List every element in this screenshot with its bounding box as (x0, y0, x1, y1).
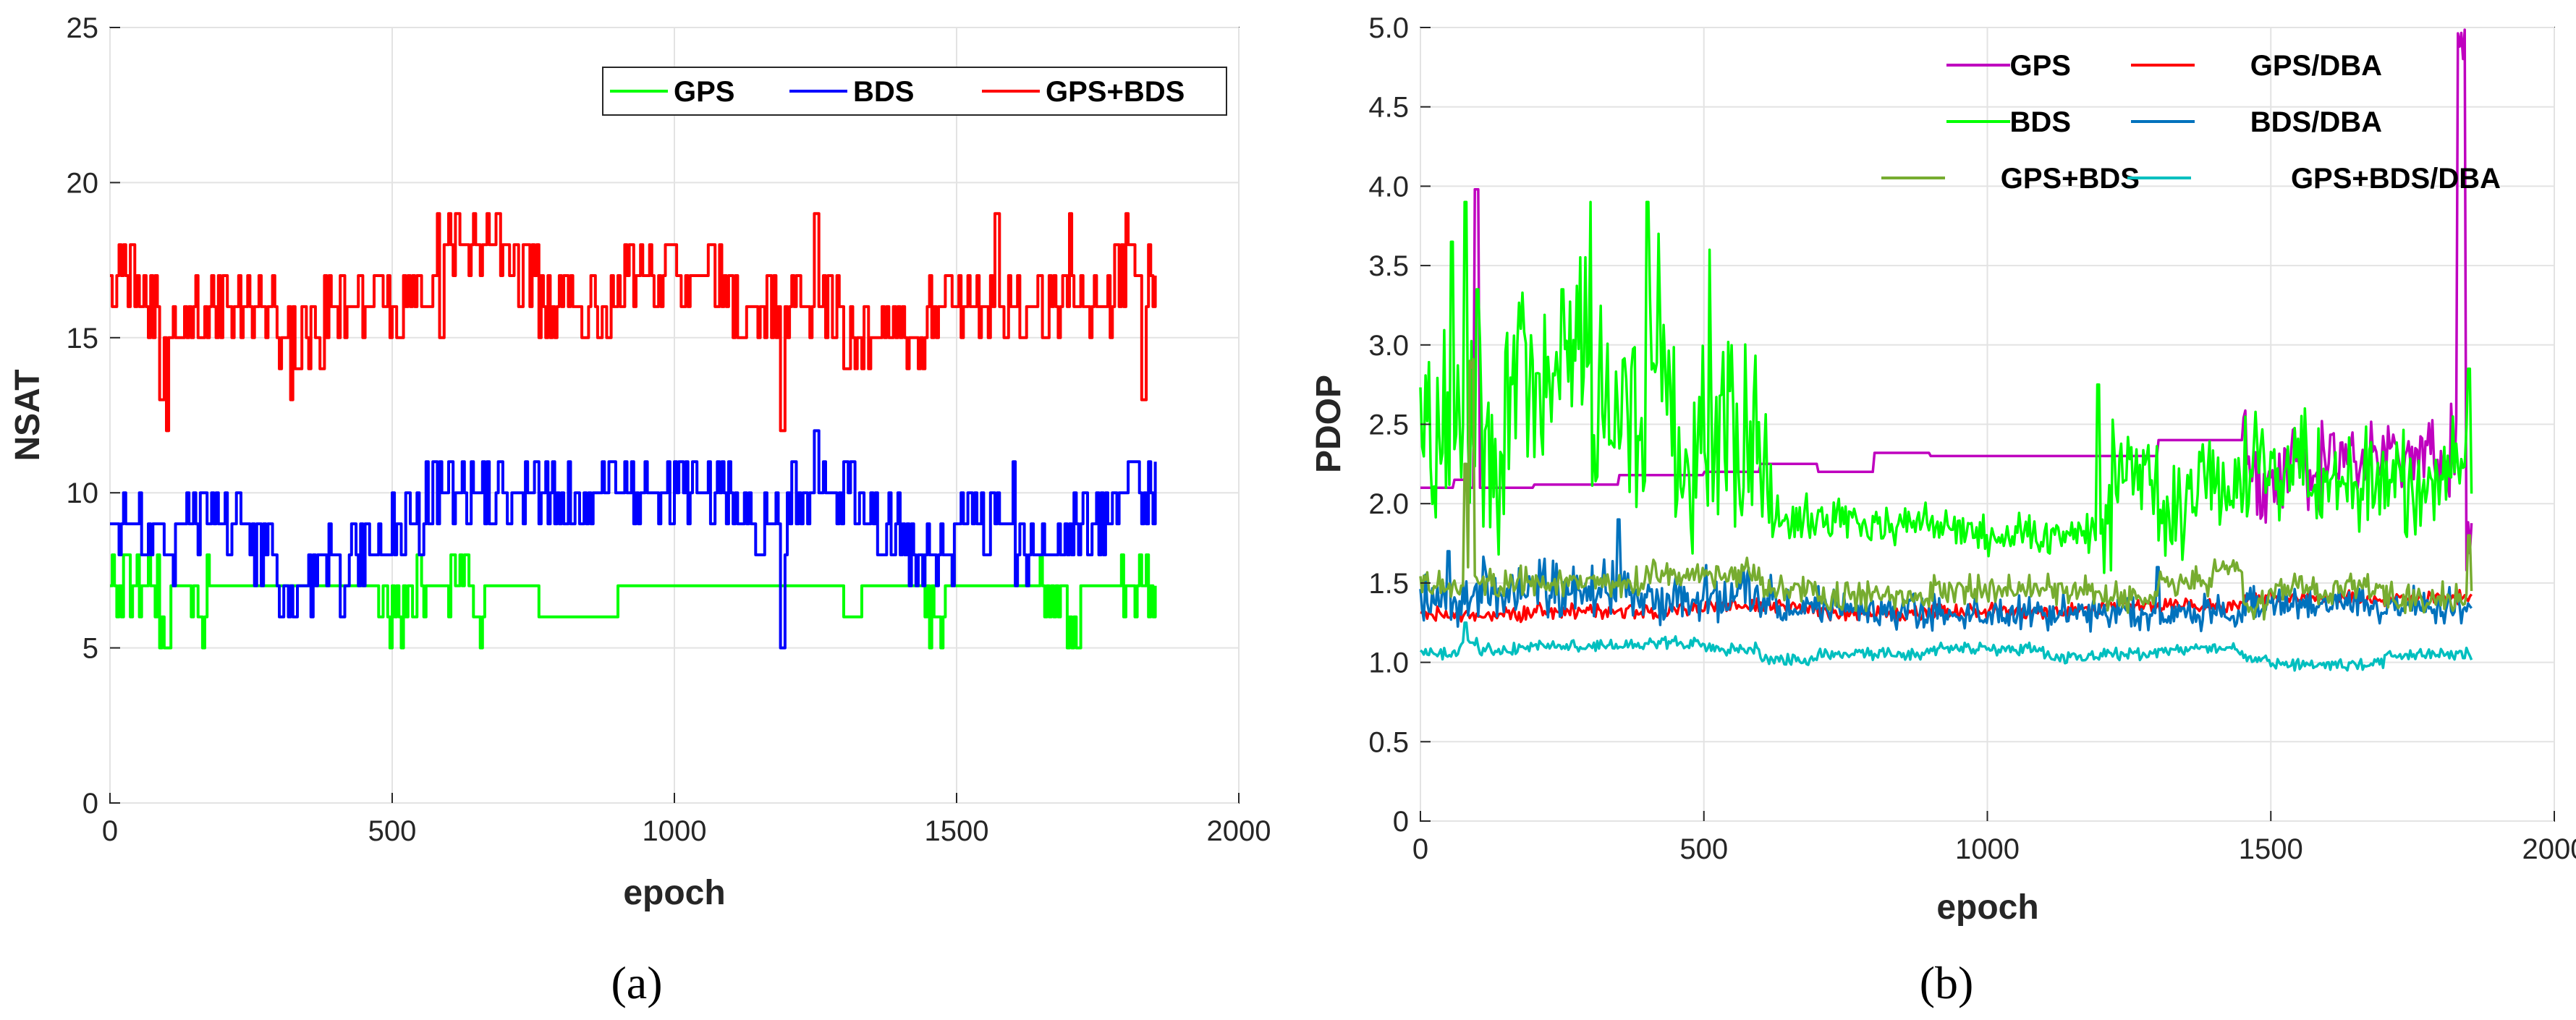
y-tick-label: 25 (67, 12, 99, 44)
y-tick-label: 4.5 (1368, 92, 1409, 124)
y-tick-label: 10 (67, 477, 99, 509)
grid-a (109, 27, 1240, 804)
legend-a: GPS BDS GPS+BDS (602, 67, 1227, 116)
y-tick-label: 4.0 (1368, 171, 1409, 203)
series-line-bds (1419, 200, 2473, 574)
x-tick-label: 2000 (1207, 815, 1271, 847)
legend-b: GPS GPS/DBA BDS BDS/DBA GPS+BDS GPS+BDS/DBA (1881, 50, 2501, 195)
x-tick-label: 0 (1412, 833, 1428, 865)
x-tick-label: 2000 (2522, 833, 2576, 865)
legend-label: GPS/DBA (2250, 50, 2382, 82)
x-tick-label: 500 (368, 815, 417, 847)
y-tick-label: 1.0 (1368, 647, 1409, 679)
series-line-bds (110, 429, 1157, 650)
legend-label: GPS+BDS (2001, 163, 2140, 195)
ticks-b: 0 500 1000 1500 2000 0 0.5 1.0 1.5 2.0 2.5 3.0 3.5 4.… (1368, 12, 2576, 865)
panel-a: 0 500 1000 1500 2000 0 5 10 15 20 25 epoch NSAT GP… (9, 12, 1271, 1008)
x-axis-label-a: epoch (623, 874, 725, 912)
x-tick-label: 0 (102, 815, 118, 847)
x-tick-label: 500 (1679, 833, 1728, 865)
series-line-gps (1420, 28, 2473, 572)
caption-a: (a) (611, 957, 662, 1008)
series-line-gps-bds (110, 212, 1157, 433)
grid-b (1420, 27, 2555, 822)
x-tick-label: 1500 (2239, 833, 2303, 865)
y-axis-label-b: PDOP (1310, 375, 1348, 473)
legend-box (602, 67, 1227, 116)
series-group-b (1419, 28, 2473, 672)
y-tick-label: 0 (1393, 806, 1409, 838)
legend-label: GPS (674, 76, 734, 108)
legend-label: GPS (2010, 50, 2071, 82)
y-tick-label: 3.5 (1368, 250, 1409, 282)
y-tick-label: 5 (82, 633, 98, 665)
y-tick-label: 2.5 (1368, 409, 1409, 441)
series-line-gps-bds-dba (1419, 621, 2473, 672)
x-tick-label: 1000 (1955, 833, 2020, 865)
series-line-gps-bds (1419, 357, 2473, 621)
panel-b: 0 500 1000 1500 2000 0 0.5 1.0 1.5 2.0 2.5 3.0 3.5 4.… (1310, 12, 2576, 1008)
y-tick-label: 15 (67, 323, 99, 354)
y-tick-label: 20 (67, 167, 99, 199)
caption-b: (b) (1920, 957, 1974, 1008)
legend-label: GPS+BDS/DBA (2291, 163, 2501, 195)
y-tick-label: 1.5 (1368, 568, 1409, 600)
x-tick-label: 1000 (643, 815, 707, 847)
y-tick-label: 2.0 (1368, 488, 1409, 520)
y-tick-label: 3.0 (1368, 330, 1409, 362)
legend-label: BDS (853, 76, 914, 108)
series-line-bds-dba (1419, 518, 2473, 633)
legend-label: GPS+BDS (1046, 76, 1185, 108)
x-axis-label-b: epoch (1936, 888, 2038, 927)
legend-label: BDS/DBA (2250, 106, 2382, 138)
ticks-a: 0 500 1000 1500 2000 0 5 10 15 20 25 (67, 12, 1271, 847)
x-tick-label: 1500 (925, 815, 989, 847)
y-axis-label-a: NSAT (9, 369, 47, 461)
series-group-a (110, 212, 1157, 650)
y-tick-label: 0.5 (1368, 726, 1409, 758)
y-tick-label: 5.0 (1368, 12, 1409, 44)
legend-label: BDS (2010, 106, 2071, 138)
y-tick-label: 0 (82, 788, 98, 820)
